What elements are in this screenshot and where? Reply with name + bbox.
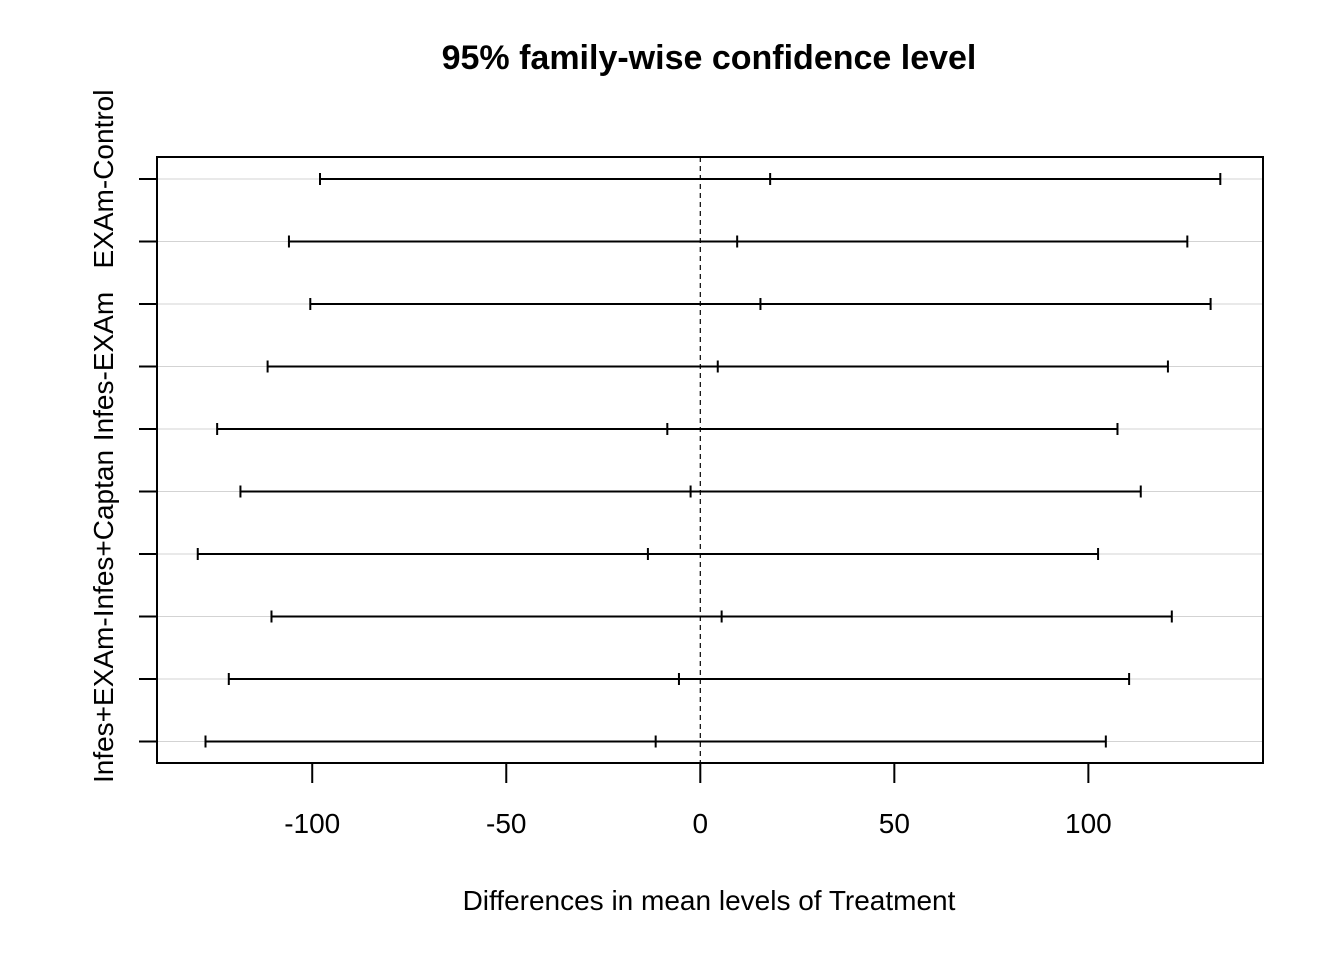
x-tick-label: 0	[693, 808, 709, 839]
x-axis-label: Differences in mean levels of Treatment	[463, 885, 956, 916]
x-tick-label: 100	[1065, 808, 1112, 839]
chart-title: 95% family-wise confidence level	[442, 39, 977, 77]
y-tick-label: Infes+EXAm-Infes+Captan	[88, 450, 119, 783]
confidence-intervals	[196, 173, 1222, 748]
x-tick-label: 50	[879, 808, 910, 839]
x-tick-label: -100	[284, 808, 340, 839]
x-axis: -100 -50 0 50 100	[284, 762, 1112, 839]
y-axis: EXAm-Control Infes-EXAm Infes+EXAm-Infes+C…	[88, 90, 157, 783]
plot-frame	[156, 156, 1264, 764]
grid-lines	[157, 178, 1263, 742]
x-tick-label: -50	[486, 808, 526, 839]
y-tick-label: EXAm-Control	[88, 90, 119, 269]
y-tick-label: Infes-EXAm	[88, 292, 119, 441]
